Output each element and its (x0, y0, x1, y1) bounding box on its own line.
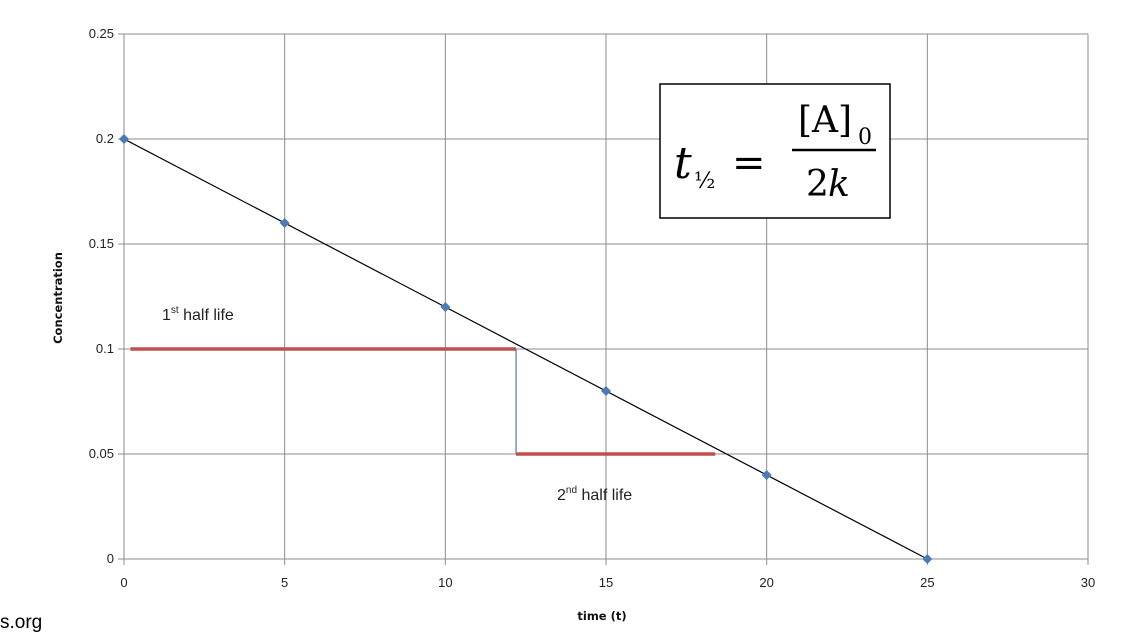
x-tick-label: 20 (759, 575, 773, 590)
trendline (123, 138, 928, 560)
data-point (119, 134, 129, 144)
y-axis-ticks: 0 0.05 0.1 0.15 0.2 0.25 (89, 26, 114, 566)
x-tick-label: 30 (1081, 575, 1095, 590)
x-axis-title: time (t) (577, 609, 626, 623)
y-axis-title: Concentration (51, 252, 65, 344)
x-tick-label: 0 (120, 575, 127, 590)
half-life-label: 1st half life (162, 305, 234, 324)
formula-lhs-subscript: ½ (694, 169, 715, 194)
formula-equals: = (732, 140, 766, 186)
half-life-markers (130, 347, 716, 456)
x-tick-label: 25 (920, 575, 934, 590)
watermark: s.org (0, 612, 42, 632)
half-life-labels: 1st half life 2nd half life (162, 305, 632, 504)
x-tick-label: 10 (438, 575, 452, 590)
data-point (601, 386, 611, 396)
data-point (279, 218, 290, 228)
trend-line (123, 138, 928, 560)
x-tick-label: 5 (281, 575, 288, 590)
formula-box: t ½ = [A] 0 2 k (659, 83, 891, 219)
x-tick-label: 15 (599, 575, 613, 590)
y-tick-label: 0 (107, 551, 114, 566)
x-axis-ticks: 0 5 10 15 20 25 30 (120, 575, 1095, 590)
data-points (119, 134, 933, 564)
formula-denominator-variable: k (828, 164, 850, 205)
y-tick-label: 0.2 (96, 131, 114, 146)
formula-numerator-subscript: 0 (858, 125, 872, 150)
y-tick-label: 0.25 (89, 26, 114, 41)
chart-grid (118, 33, 1089, 565)
formula-numerator: [A] (798, 100, 852, 141)
y-tick-label: 0.1 (96, 341, 114, 356)
half-life-label: 2nd half life (557, 485, 632, 504)
data-point (761, 470, 772, 480)
formula-denominator-number: 2 (806, 164, 829, 205)
y-tick-label: 0.15 (89, 236, 114, 251)
y-tick-label: 0.05 (89, 446, 114, 461)
formula-lhs: t (674, 138, 692, 189)
data-point (440, 302, 451, 312)
data-point (922, 554, 933, 564)
